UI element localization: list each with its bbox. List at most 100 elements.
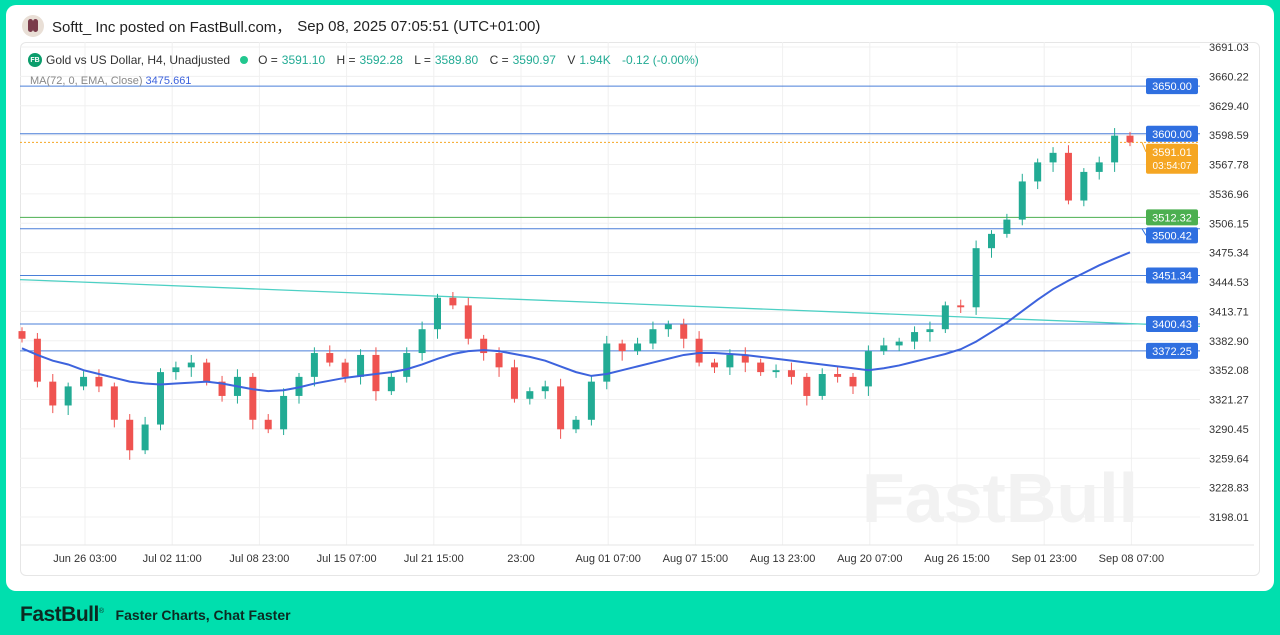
candle-body: [510, 367, 518, 399]
candle-body: [864, 351, 872, 387]
candle-body: [572, 419, 580, 430]
candle-body: [957, 305, 965, 308]
candle-body: [126, 419, 134, 451]
candle: [264, 414, 272, 434]
symbol-badge-icon: FB: [28, 53, 42, 67]
y-tick-label: 3321.27: [1209, 395, 1249, 407]
footer-tagline: Faster Charts, Chat Faster: [115, 607, 291, 623]
candle: [572, 415, 580, 434]
candle-body: [695, 338, 703, 363]
candle: [695, 331, 703, 367]
chart-panel: [20, 42, 1260, 576]
footer: FastBull® Faster Charts, Chat Faster: [20, 603, 291, 627]
candle: [80, 371, 88, 391]
candle: [1064, 145, 1072, 205]
candle: [803, 373, 811, 406]
candle-body: [664, 324, 672, 330]
candle: [326, 345, 334, 367]
candle-body: [387, 376, 395, 392]
open-label: O =: [258, 53, 278, 67]
y-tick-label: 3598.59: [1209, 130, 1249, 142]
candle-body: [618, 343, 626, 352]
candle-body: [449, 297, 457, 306]
candle: [1080, 168, 1088, 207]
candle: [280, 388, 288, 436]
price-badge: 3600.00: [1152, 129, 1192, 141]
x-tick-label: Aug 01 07:00: [575, 553, 640, 565]
candle: [988, 230, 995, 258]
candle-body: [418, 329, 426, 354]
candle: [618, 339, 626, 361]
close-label: C =: [489, 53, 509, 67]
indicator-legend[interactable]: MA(72, 0, EMA, Close) 3475.661: [30, 75, 191, 87]
candle: [880, 337, 888, 355]
x-tick-label: Aug 13 23:00: [750, 553, 815, 565]
x-tick-label: Jul 02 11:00: [143, 553, 202, 565]
price-badge-bg: [1146, 316, 1198, 333]
price-badge-connector: [1141, 228, 1147, 236]
y-tick-label: 3382.90: [1209, 336, 1249, 348]
change-value: -0.12 (-0.00%): [622, 53, 699, 67]
candle: [818, 368, 826, 400]
symbol-title: Gold vs US Dollar, H4, Unadjusted: [46, 53, 231, 67]
candle: [495, 347, 503, 377]
candle-body: [80, 376, 88, 387]
candle-body: [1111, 135, 1119, 163]
candle-body: [787, 370, 795, 377]
candle-body: [357, 354, 365, 377]
candle: [541, 380, 549, 399]
candle: [157, 368, 164, 431]
candle-body: [680, 324, 688, 339]
candle-body: [526, 391, 534, 399]
candle-body: [64, 386, 72, 406]
open-value: 3591.10: [281, 53, 326, 67]
candle-body: [403, 353, 411, 377]
candle: [941, 301, 949, 334]
chart-legend: FB Gold vs US Dollar, H4, Unadjusted O =…: [28, 53, 699, 67]
price-badge-bg: [1146, 227, 1198, 244]
candle: [1111, 128, 1119, 172]
x-tick-label: Aug 20 07:00: [837, 553, 902, 565]
candle: [1126, 131, 1134, 147]
candle: [464, 297, 472, 345]
candle: [141, 416, 149, 455]
candle: [787, 362, 795, 385]
candle-body: [141, 424, 149, 451]
candle: [434, 293, 441, 339]
avatar[interactable]: [22, 15, 44, 37]
post-header: Softt_ Inc posted on FastBull.com， Sep 0…: [22, 14, 540, 38]
y-tick-label: 3475.34: [1209, 248, 1249, 260]
candle-body: [1095, 162, 1103, 172]
candle: [834, 366, 842, 383]
post-card: Softt_ Inc posted on FastBull.com， Sep 0…: [6, 5, 1274, 591]
candle: [895, 337, 903, 352]
indicator-value: 3475.661: [145, 75, 192, 87]
candle-body: [895, 341, 903, 346]
y-tick-label: 3629.40: [1209, 101, 1249, 113]
current-price-badge-connector: [1141, 142, 1147, 152]
post-timestamp: Sep 08, 2025 07:05:51 (UTC+01:00): [297, 17, 541, 35]
candle: [1095, 156, 1103, 180]
y-tick-label: 3506.15: [1209, 218, 1249, 230]
candle-body: [110, 386, 118, 420]
y-tick-label: 3660.22: [1209, 71, 1249, 83]
x-tick-label: Jul 08 23:00: [229, 553, 289, 565]
candle-body: [1064, 152, 1072, 201]
candle-body: [480, 338, 488, 354]
candle: [757, 358, 765, 376]
post-author-line: Softt_ Inc posted on FastBull.com，: [52, 18, 292, 36]
trend-line: [19, 278, 1201, 327]
price-badge-bg: [1146, 342, 1198, 359]
x-tick-label: 23:00: [507, 553, 535, 565]
price-badge: 3451.34: [1152, 270, 1192, 282]
candle: [1049, 147, 1057, 172]
price-badge: 3500.42: [1152, 230, 1192, 242]
candle: [510, 359, 518, 403]
candle-body: [187, 362, 195, 368]
candle-body: [310, 353, 318, 377]
y-tick-label: 3413.71: [1209, 306, 1249, 318]
volume-value: 1.94K: [579, 53, 611, 67]
price-badge: 3512.32: [1152, 212, 1192, 224]
candle-body: [464, 305, 472, 339]
